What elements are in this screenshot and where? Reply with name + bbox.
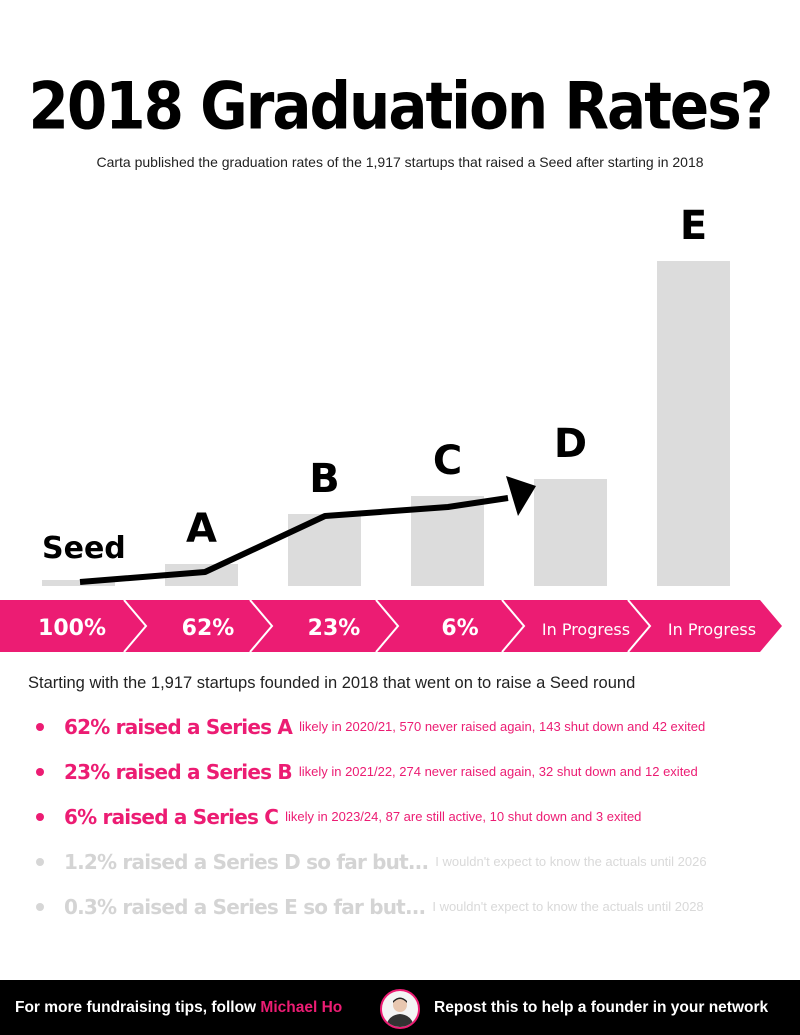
finding-headline: 1.2% raised a Series D so far but... [64, 849, 429, 874]
bullet-dot-icon [36, 902, 44, 911]
bullet-dot-icon [36, 722, 44, 731]
footer-follow-text: For more fundraising tips, follow Michae… [15, 999, 342, 1017]
bullet-dot-icon [36, 767, 44, 776]
person-avatar-icon[interactable] [380, 989, 420, 1029]
trend-arrow-head [506, 476, 536, 516]
bullet-dot-icon [36, 857, 44, 866]
banner-value-a: 62% [182, 616, 235, 641]
bar-seed [42, 580, 115, 586]
banner-chevron-divider [501, 599, 526, 653]
finding-item: 6% raised a Series C likely in 2023/24, 8… [36, 794, 707, 839]
banner-chevron-divider [375, 599, 400, 653]
footer-repost-text: Repost this to help a founder in your ne… [434, 999, 769, 1016]
banner-value-b: 23% [308, 616, 361, 641]
bullet-dot-icon [36, 812, 44, 821]
stage-label-a: A [186, 506, 217, 552]
banner-value-seed: 100% [38, 616, 106, 641]
finding-detail: likely in 2023/24, 87 are still active, … [285, 809, 642, 824]
finding-item: 1.2% raised a Series D so far but... I wo… [36, 839, 707, 884]
banner-chevron-divider [627, 599, 652, 653]
finding-detail: I wouldn't expect to know the actuals un… [432, 899, 704, 914]
bar-b [288, 514, 361, 586]
banner-chevron-divider [123, 599, 148, 653]
finding-item: 23% raised a Series B likely in 2021/22, … [36, 749, 707, 794]
finding-headline: 62% raised a Series A [64, 714, 293, 739]
finding-detail: likely in 2021/22, 274 never raised agai… [298, 764, 698, 779]
intro-text: Starting with the 1,917 startups founded… [28, 674, 636, 692]
finding-headline: 23% raised a Series B [64, 759, 293, 784]
author-name-link[interactable]: Michael Ho [260, 999, 343, 1016]
banner-value-d: In Progress [542, 620, 630, 639]
finding-detail: I wouldn't expect to know the actuals un… [435, 854, 707, 869]
stage-label-b: B [309, 456, 340, 502]
banner-background [0, 600, 782, 652]
stage-rate-banner: 100% 62% 23% 6% In Progress In Progress [0, 599, 782, 653]
stage-label-d: D [554, 421, 587, 467]
footer-follow-prefix: For more fundraising tips, follow [15, 999, 261, 1016]
page-title: 2018 Graduation Rates? [28, 67, 774, 145]
trend-arrow-line [79, 495, 509, 585]
graduation-bar-chart: Seed A B C D E [42, 203, 730, 586]
banner-value-e: In Progress [668, 620, 756, 639]
footer-bar: For more fundraising tips, follow Michae… [0, 980, 800, 1035]
banner-value-c: 6% [441, 616, 478, 641]
findings-list: 62% raised a Series A likely in 2020/21, … [36, 704, 707, 929]
finding-headline: 6% raised a Series C [64, 804, 279, 829]
banner-chevron-divider [249, 599, 274, 653]
page-subtitle: Carta published the graduation rates of … [96, 154, 704, 170]
finding-item: 0.3% raised a Series E so far but... I wo… [36, 884, 707, 929]
stage-label-seed: Seed [42, 531, 126, 566]
stage-label-c: C [433, 438, 462, 484]
finding-headline: 0.3% raised a Series E so far but... [64, 894, 426, 919]
bar-d [534, 479, 607, 586]
stage-label-e: E [680, 203, 707, 249]
finding-detail: likely in 2020/21, 570 never raised agai… [299, 719, 706, 734]
finding-item: 62% raised a Series A likely in 2020/21, … [36, 704, 707, 749]
bar-e [657, 261, 730, 586]
